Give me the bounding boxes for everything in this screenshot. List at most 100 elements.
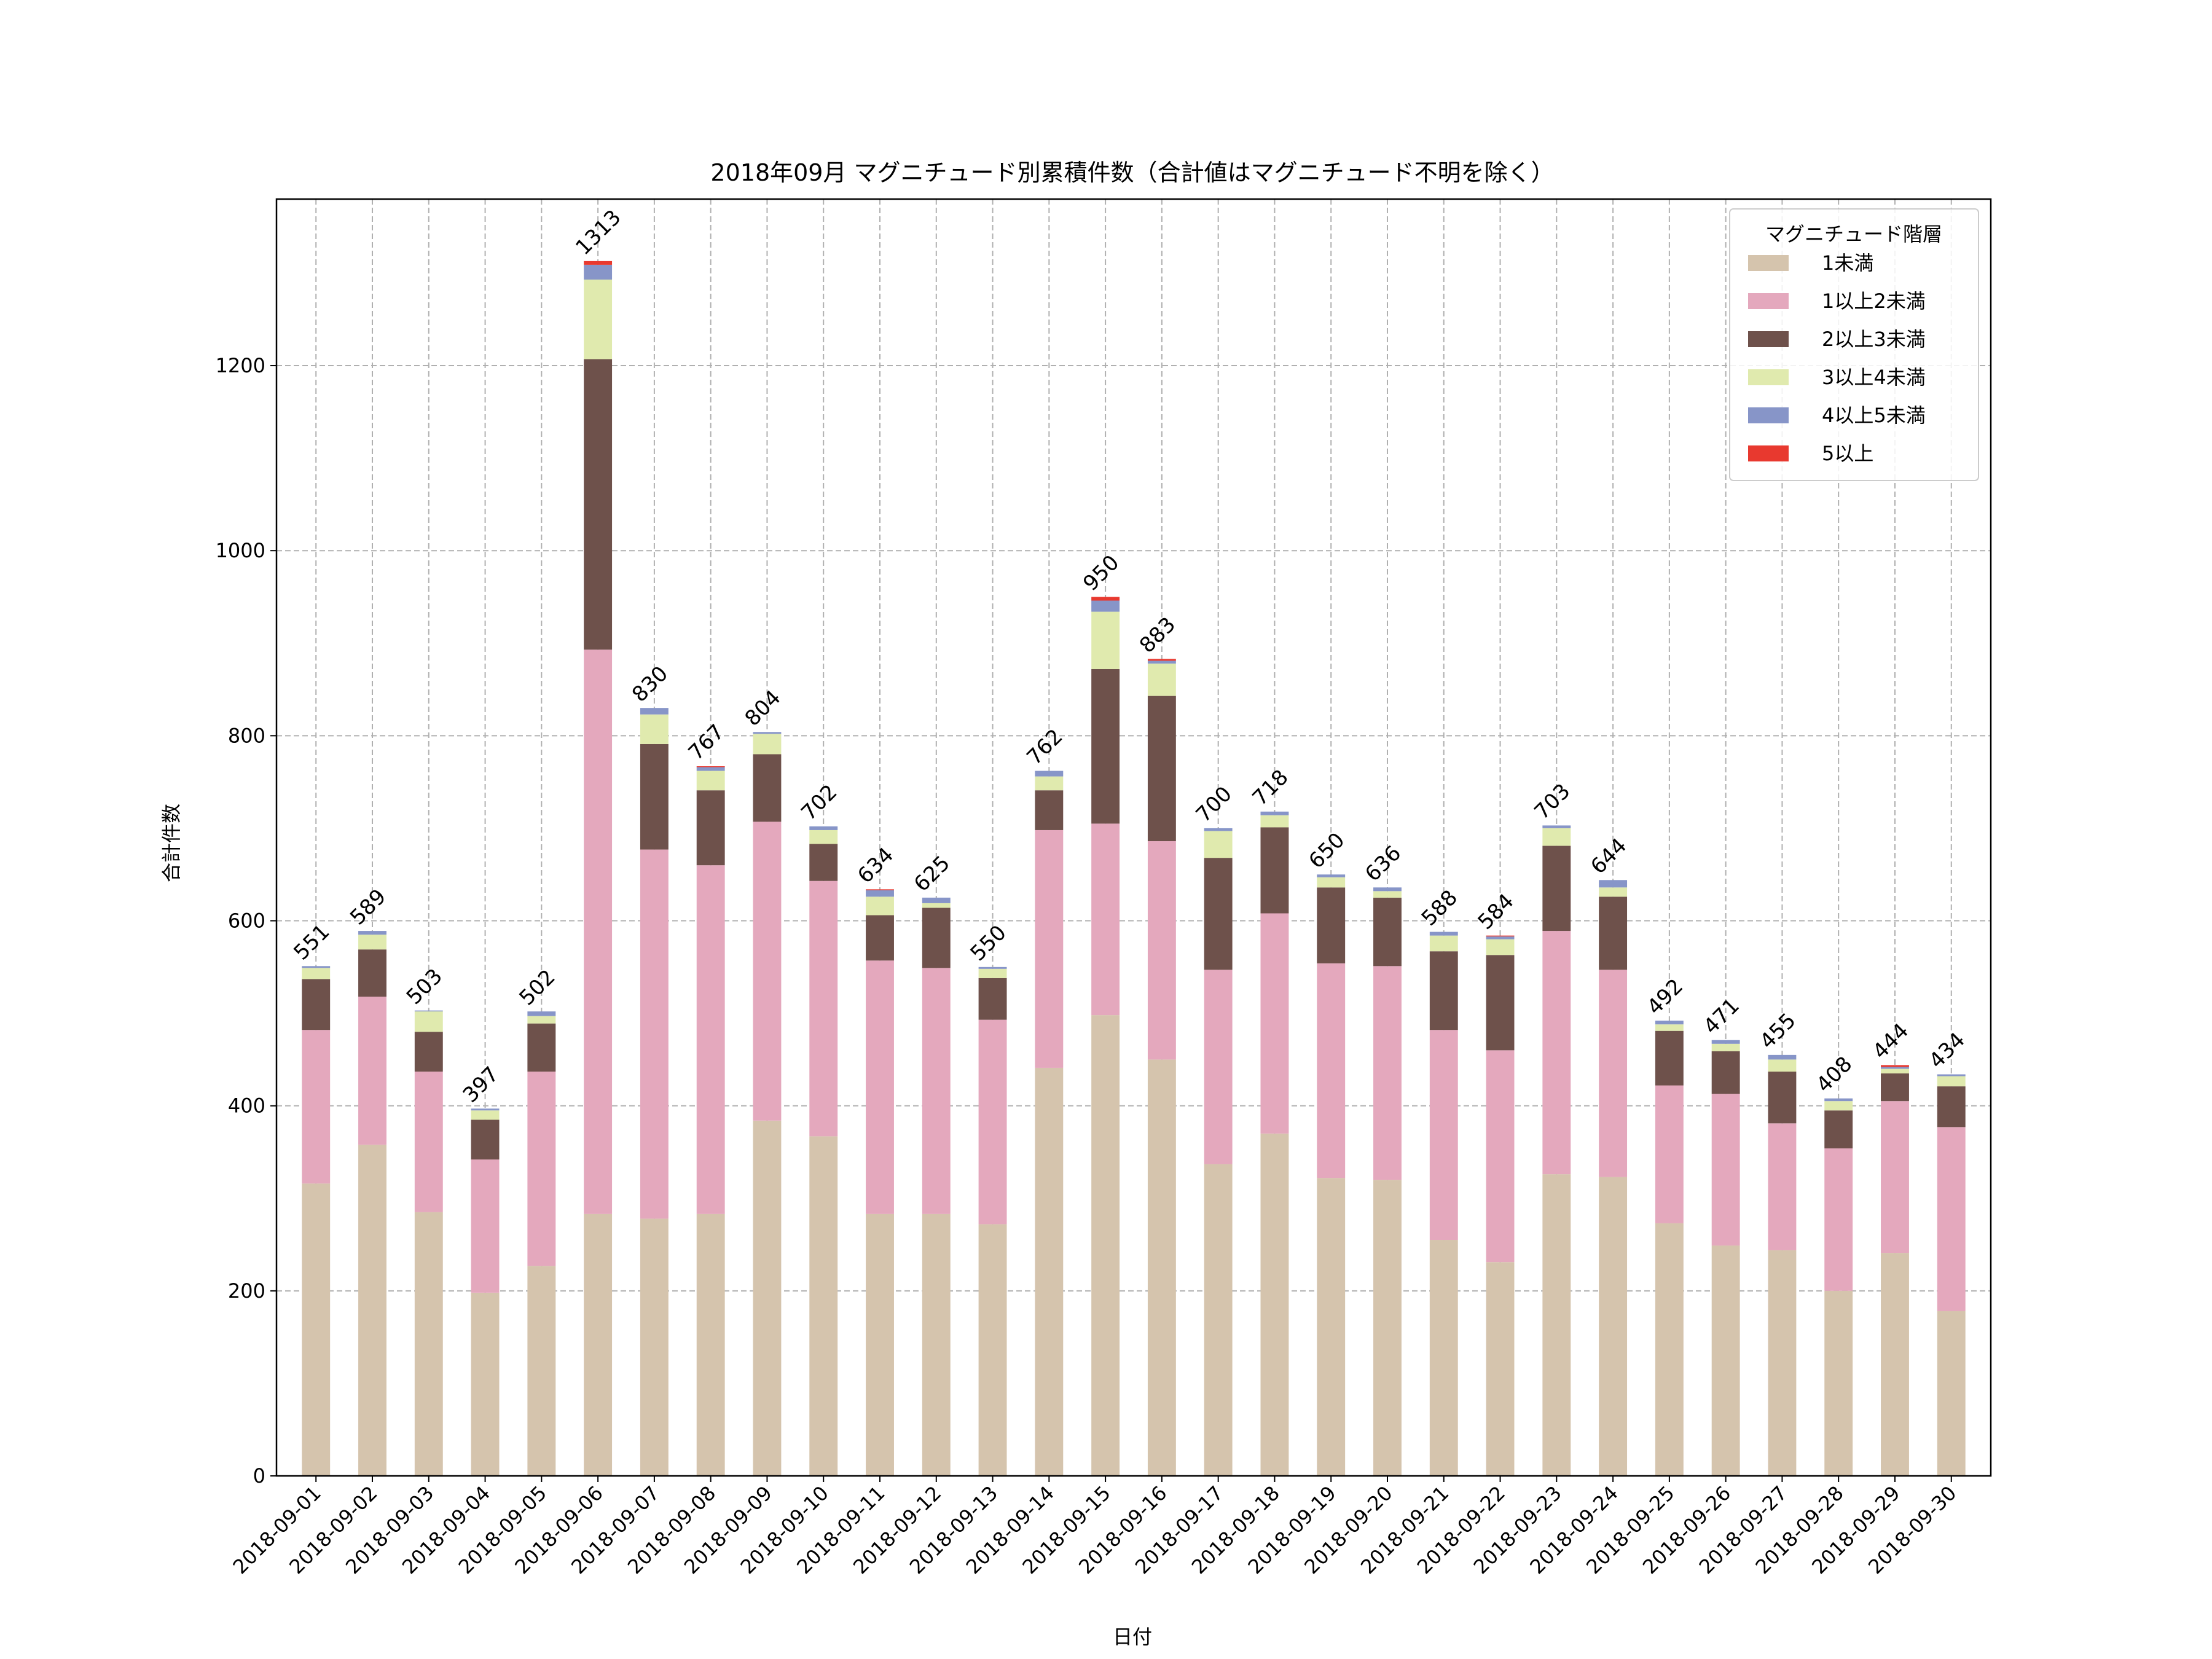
total-label: 650	[1304, 828, 1349, 873]
bar-segment	[696, 767, 725, 771]
total-label: 700	[1191, 782, 1237, 827]
bar-segment	[1486, 955, 1515, 1051]
bar-segment	[1881, 1069, 1909, 1073]
bar-segment	[1373, 1180, 1402, 1476]
y-tick-label: 400	[228, 1094, 265, 1118]
bar-segment	[471, 1110, 500, 1120]
bar-segment	[1937, 1086, 1966, 1128]
bar-segment	[1599, 896, 1628, 970]
bar-segment	[1824, 1148, 1853, 1291]
bar-segment	[1429, 931, 1458, 936]
bar-segment	[1937, 1074, 1966, 1077]
bar-segment	[1542, 825, 1571, 828]
bar-segment	[1429, 951, 1458, 1030]
bar-segment	[922, 897, 951, 903]
bar-segment	[1317, 1178, 1346, 1476]
bar-segment	[414, 1032, 443, 1072]
bar-segment	[1204, 858, 1233, 970]
bar-segment	[640, 714, 669, 744]
bar-segment	[358, 996, 386, 1145]
bar-segment	[1599, 970, 1628, 1177]
bar-segment	[302, 979, 331, 1030]
bar-segment	[471, 1292, 500, 1476]
x-axis-label: 日付	[1113, 1625, 1152, 1649]
total-label: 444	[1868, 1019, 1913, 1064]
bar-segment	[1824, 1101, 1853, 1111]
bar-segment	[584, 261, 613, 265]
bar-segment	[471, 1159, 500, 1293]
legend-title: マグニチュード階層	[1765, 222, 1942, 246]
total-label: 502	[514, 965, 560, 1010]
total-label: 434	[1924, 1028, 1970, 1073]
bar-segment	[1599, 1177, 1628, 1476]
bar-segment	[1655, 1223, 1684, 1476]
total-label: 455	[1755, 1008, 1801, 1054]
total-label: 551	[289, 919, 334, 965]
bar-segment	[1147, 659, 1176, 661]
legend-swatch	[1748, 369, 1789, 385]
bar-segment	[866, 890, 894, 897]
bar-segment	[584, 264, 613, 280]
bar-segment	[1655, 1030, 1684, 1086]
bar-segment	[1091, 611, 1120, 669]
y-tick-label: 1000	[216, 539, 265, 562]
bar-segment	[358, 931, 386, 935]
bar-segment	[527, 1071, 556, 1266]
bar-segment	[302, 1183, 331, 1476]
bar-segment	[640, 743, 669, 850]
total-label: 589	[345, 884, 391, 930]
legend-label: 1未満	[1822, 251, 1873, 275]
bar-segment	[1317, 887, 1346, 963]
bar-segment	[1147, 661, 1176, 664]
total-label: 634	[853, 843, 898, 888]
total-label: 550	[966, 920, 1011, 966]
bar-segment	[1373, 891, 1402, 898]
bar-segment	[1768, 1071, 1797, 1124]
bar-segment	[471, 1108, 500, 1111]
bar-segment	[753, 732, 782, 734]
bar-segment	[753, 822, 782, 1121]
bar-segment	[1260, 815, 1289, 828]
bar-segment	[358, 949, 386, 997]
bar-segment	[696, 766, 725, 767]
bar-segment	[1768, 1250, 1797, 1476]
bar-segment	[1881, 1101, 1909, 1253]
x-axis-ticks: 2018-09-012018-09-022018-09-032018-09-04…	[229, 1476, 1961, 1579]
bar-segment	[1711, 1245, 1740, 1476]
bar-segment	[696, 865, 725, 1214]
bar-segment	[922, 968, 951, 1214]
bar-segment	[978, 1224, 1007, 1476]
bar-segment	[1655, 1085, 1684, 1223]
total-label: 883	[1135, 613, 1180, 658]
y-tick-label: 200	[228, 1279, 265, 1303]
bar-segment	[414, 1010, 443, 1012]
bar-segment	[1768, 1123, 1797, 1250]
bar-segment	[302, 1030, 331, 1184]
bar-segment	[1204, 970, 1233, 1164]
bar-segment	[866, 896, 894, 916]
legend-label: 4以上5未満	[1822, 404, 1926, 427]
bar-segment	[1091, 669, 1120, 824]
bar-segment	[978, 978, 1007, 1020]
legend-label: 2以上3未満	[1822, 327, 1926, 351]
total-label: 397	[458, 1062, 504, 1107]
bar-segment	[809, 830, 838, 844]
bar-segment	[1937, 1311, 1966, 1476]
bar-segment	[978, 967, 1007, 969]
bar-segment	[866, 889, 894, 890]
bar-segment	[1711, 1043, 1740, 1051]
bar-segment	[1937, 1076, 1966, 1087]
bar-segment	[809, 1136, 838, 1476]
total-label: 804	[740, 686, 786, 731]
total-label: 702	[796, 780, 842, 825]
total-label: 584	[1473, 889, 1519, 935]
bar-segment	[1711, 1094, 1740, 1246]
legend: マグニチュード階層 1未満 1以上2未満 2以上3未満 3以上4未満 4以上5未満 5以上	[1729, 208, 1979, 481]
total-label: 767	[684, 720, 729, 765]
bar-segment	[1429, 1240, 1458, 1476]
bar-segment	[1542, 931, 1571, 1175]
bar-segment	[584, 1214, 613, 1476]
bar-segment	[1317, 874, 1346, 877]
bar-segment	[1035, 771, 1064, 777]
bar-segment	[922, 903, 951, 908]
